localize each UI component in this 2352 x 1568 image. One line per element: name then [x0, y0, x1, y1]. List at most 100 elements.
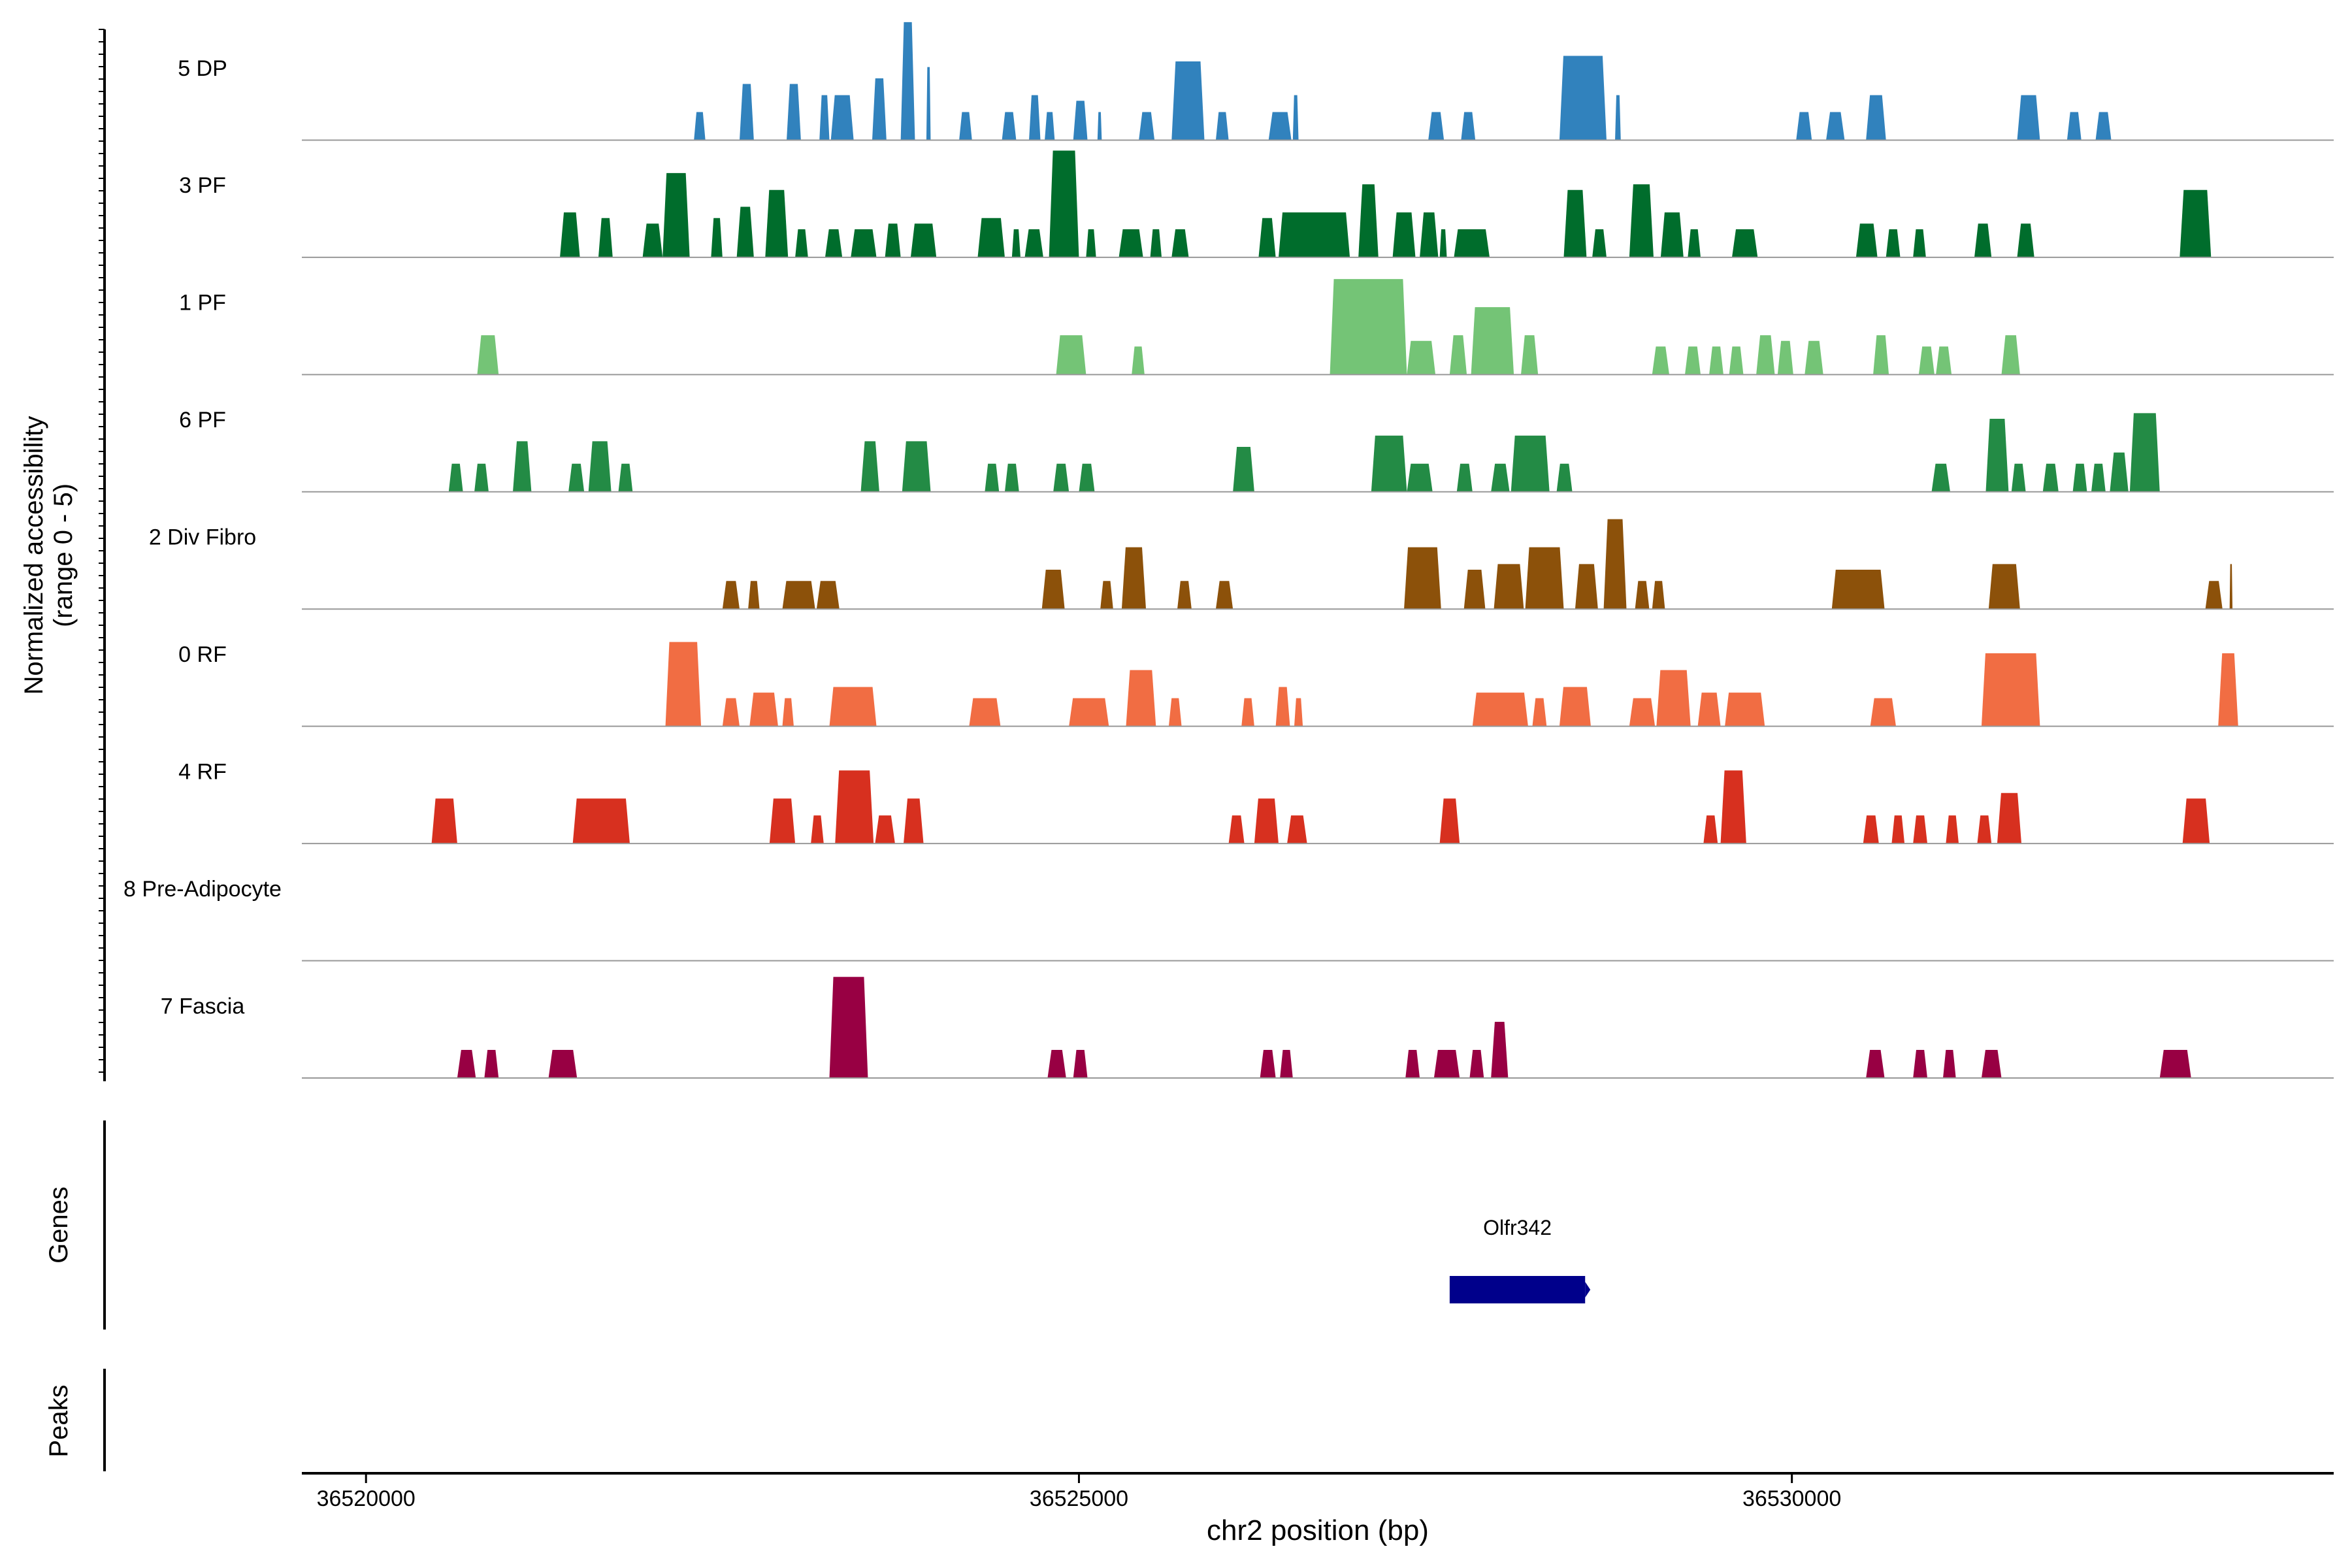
coverage-peak	[1891, 815, 1905, 844]
coverage-peak	[2205, 581, 2223, 610]
coverage-peak	[1697, 693, 1721, 727]
coverage-peak	[1079, 463, 1095, 492]
coverage-peak	[1275, 687, 1290, 727]
coverage-peak	[665, 642, 702, 727]
coverage-peak	[926, 67, 931, 140]
coverage-peak	[1024, 229, 1043, 257]
coverage-peak	[749, 693, 778, 727]
coverage-peak	[1292, 95, 1299, 140]
coverage-peak	[588, 441, 612, 492]
coverage-peak	[694, 112, 706, 140]
coverage-peak	[1720, 770, 1746, 844]
coverage-peak	[474, 463, 489, 492]
coverage-peak	[1946, 815, 1959, 844]
coverage-peak	[1603, 519, 1627, 610]
coverage-peak	[722, 698, 740, 727]
coverage-peak	[748, 581, 760, 610]
coverage-peak	[2066, 112, 2082, 140]
coverage-peak	[1449, 335, 1467, 375]
coverage-peak	[1913, 1050, 1927, 1078]
coverage-peak	[1280, 1050, 1293, 1078]
coverage-peak	[1974, 223, 1992, 257]
coverage-peak	[1215, 581, 1233, 610]
coverage-peak	[1652, 346, 1669, 375]
coverage-peak	[1556, 463, 1573, 492]
coverage-peak	[1997, 792, 2022, 844]
coverage-peak	[1463, 570, 1486, 610]
coverage-peak	[1866, 95, 1886, 140]
coverage-peak	[1985, 418, 2009, 492]
coverage-peak	[782, 581, 815, 610]
coverage-peak	[1330, 279, 1407, 375]
coverage-peak	[572, 798, 630, 844]
track-label: 5 DP	[178, 56, 227, 81]
coverage-peak	[829, 687, 877, 727]
coverage-peak	[1454, 229, 1490, 257]
coverage-peak	[959, 112, 972, 140]
coverage-peak	[795, 229, 808, 257]
coverage-peak	[819, 95, 830, 140]
gene-strand-arrow	[1585, 1282, 1591, 1298]
coverage-peak	[1870, 698, 1896, 727]
coverage-peak	[2110, 452, 2129, 492]
coverage-peak	[1254, 798, 1279, 844]
coverage-peak	[1268, 112, 1292, 140]
coverage-peak	[1652, 581, 1665, 610]
coverage-peak	[2182, 798, 2210, 844]
coverage-peak	[1469, 1050, 1484, 1078]
coverage-peak	[1287, 815, 1307, 844]
coverage-peak	[736, 206, 754, 257]
coverage-peak	[1126, 670, 1156, 727]
coverage-peak	[1358, 184, 1379, 257]
gene-body	[1449, 1276, 1586, 1303]
track-0-rf: 0 RF	[178, 642, 2334, 727]
coverage-peak	[1121, 547, 1147, 610]
coverage-peak	[1563, 189, 1587, 257]
track-8-pre-adipocyte: 8 Pre-Adipocyte	[123, 877, 2334, 962]
coverage-peak	[1635, 581, 1650, 610]
coverage-peak	[1855, 223, 1878, 257]
coverage-peak	[1981, 1050, 2002, 1078]
coverage-peak	[1729, 346, 1744, 375]
coverage-peak	[1732, 229, 1758, 257]
coverage-peak	[618, 463, 633, 492]
coverage-peak	[1168, 698, 1182, 727]
coverage-peak	[782, 698, 794, 727]
coverage-peak	[851, 229, 877, 257]
coverage-peak	[1913, 815, 1927, 844]
coverage-peak	[568, 463, 585, 492]
coverage-peak	[1041, 570, 1065, 610]
coverage-peak	[1863, 815, 1879, 844]
coverage-peak	[722, 581, 740, 610]
coverage-peak	[448, 463, 463, 492]
coverage-peak	[1615, 95, 1621, 140]
coverage-peak	[969, 698, 1001, 727]
coverage-peak	[1521, 335, 1539, 375]
coverage-peak	[513, 441, 532, 492]
coverage-peak	[1756, 335, 1775, 375]
coverage-peak	[985, 463, 1000, 492]
coverage-peak	[598, 218, 613, 257]
track-label: 2 Div Fibro	[149, 525, 256, 550]
coverage-peak	[2001, 335, 2020, 375]
coverage-peak	[1629, 184, 1654, 257]
coverage-peak	[1139, 112, 1155, 140]
x-axis-label: chr2 position (bp)	[1207, 1514, 1429, 1546]
coverage-peak	[816, 581, 840, 610]
track-1-pf: 1 PF	[179, 279, 2334, 376]
coverage-peak	[2091, 463, 2106, 492]
coverage-peak	[560, 212, 580, 257]
coverage-peak	[1660, 212, 1684, 257]
coverage-peak	[484, 1050, 499, 1078]
coverage-peak	[1831, 570, 1885, 610]
coverage-peak	[2229, 564, 2233, 610]
coverage-peak	[431, 798, 457, 844]
coverage-peak	[1407, 340, 1436, 375]
coverage-peak	[769, 798, 796, 844]
coverage-peak	[1215, 112, 1229, 140]
coverage-peak	[711, 218, 723, 257]
x-tick-label: 36530000	[1742, 1486, 1841, 1511]
coverage-peak	[902, 441, 931, 492]
coverage-peak	[1532, 698, 1547, 727]
coverage-peak	[1407, 463, 1433, 492]
